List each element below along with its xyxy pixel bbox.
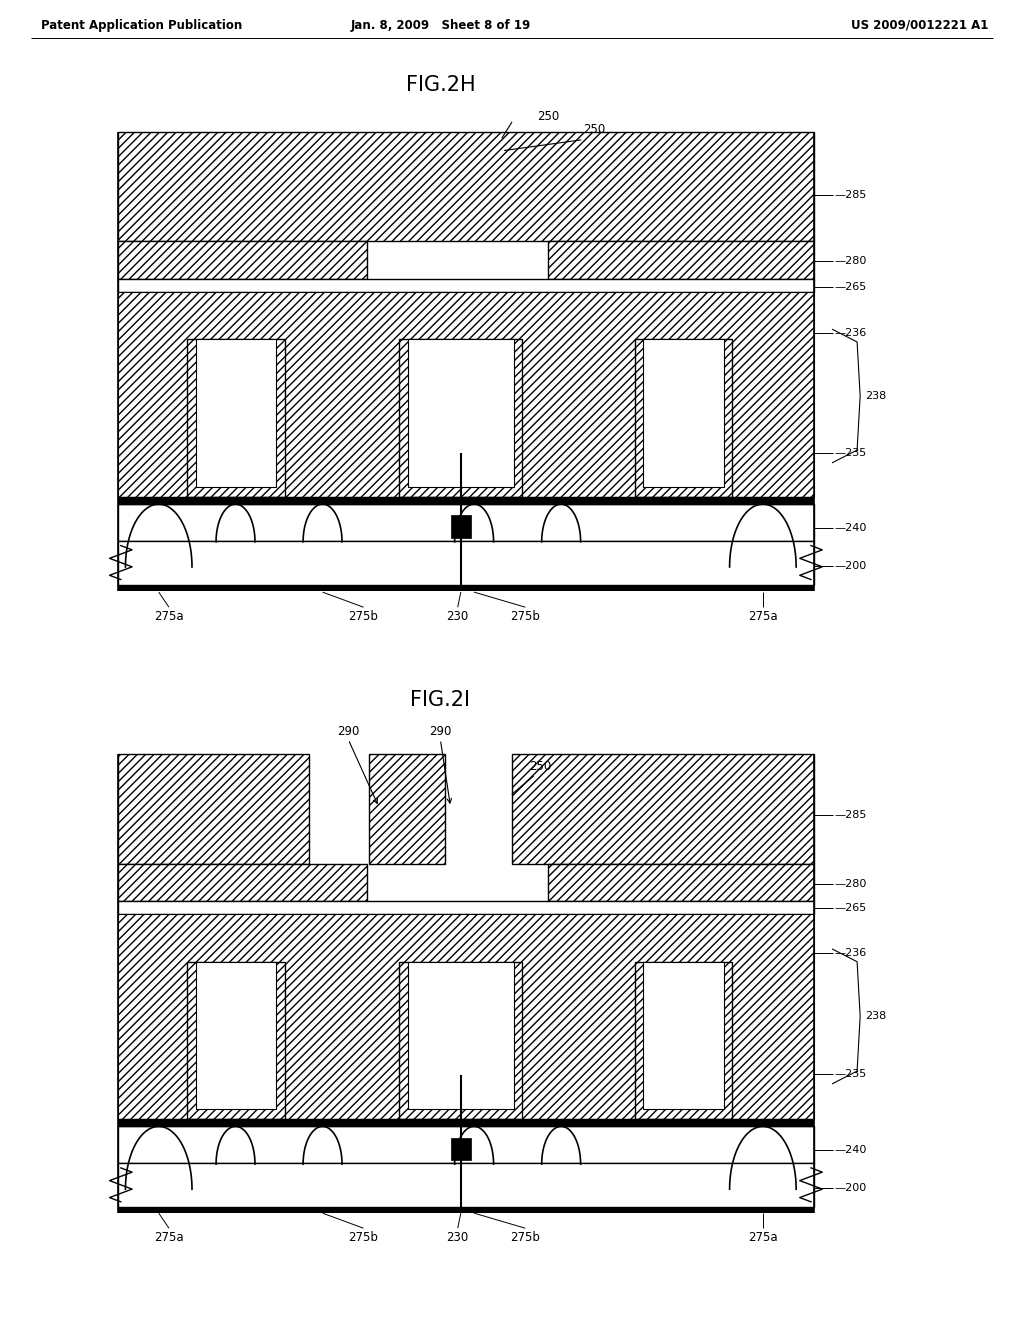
Bar — [118, 541, 814, 585]
Text: 275a: 275a — [749, 1230, 777, 1243]
Text: Patent Application Publication: Patent Application Publication — [41, 18, 243, 32]
Bar — [118, 504, 814, 541]
Bar — [118, 1163, 814, 1206]
Text: FIG.2I: FIG.2I — [411, 690, 470, 710]
Bar — [643, 339, 724, 487]
Text: —235: —235 — [835, 447, 866, 458]
Bar — [118, 496, 814, 504]
Bar — [118, 913, 814, 1119]
Text: —240: —240 — [835, 1146, 867, 1155]
Bar — [187, 339, 285, 496]
Text: 275a: 275a — [155, 1230, 183, 1243]
Bar — [548, 863, 814, 902]
Bar — [118, 902, 814, 913]
Bar — [408, 339, 514, 487]
Bar — [451, 1138, 471, 1160]
Bar — [196, 339, 276, 487]
Text: 275b: 275b — [510, 1230, 541, 1243]
Text: —240: —240 — [835, 523, 867, 533]
Text: 238: 238 — [865, 1011, 887, 1022]
Text: 250: 250 — [583, 123, 605, 136]
Text: 238: 238 — [865, 391, 887, 401]
Bar — [118, 279, 814, 292]
Bar — [399, 339, 522, 496]
Text: —200: —200 — [835, 561, 866, 570]
Text: —280: —280 — [835, 879, 867, 888]
Text: 275b: 275b — [510, 610, 541, 623]
Bar — [118, 292, 814, 496]
Text: US 2009/0012221 A1: US 2009/0012221 A1 — [851, 18, 988, 32]
Text: —236: —236 — [835, 329, 866, 338]
Bar — [196, 962, 276, 1109]
Bar — [635, 339, 732, 496]
Bar — [512, 754, 814, 863]
Bar — [399, 962, 522, 1119]
Text: —265: —265 — [835, 281, 866, 292]
Bar — [118, 132, 814, 242]
Text: 250: 250 — [537, 111, 559, 123]
Bar — [118, 863, 367, 902]
Bar — [643, 962, 724, 1109]
Text: 290: 290 — [429, 725, 452, 738]
Text: —285: —285 — [835, 809, 867, 820]
Text: 275b: 275b — [348, 1230, 379, 1243]
Text: —265: —265 — [835, 903, 866, 912]
Text: 275a: 275a — [155, 610, 183, 623]
Bar — [369, 754, 445, 863]
Bar — [187, 962, 285, 1119]
Text: —280: —280 — [835, 256, 867, 267]
Text: 290: 290 — [337, 725, 359, 738]
Text: Jan. 8, 2009   Sheet 8 of 19: Jan. 8, 2009 Sheet 8 of 19 — [350, 18, 530, 32]
Text: 275b: 275b — [348, 610, 379, 623]
Text: —285: —285 — [835, 190, 867, 199]
Text: —200: —200 — [835, 1183, 866, 1193]
Bar — [635, 962, 732, 1119]
Bar — [118, 242, 367, 279]
Bar — [118, 1119, 814, 1126]
Text: 230: 230 — [446, 1230, 469, 1243]
Bar — [118, 1206, 814, 1213]
Bar — [408, 962, 514, 1109]
Bar — [118, 585, 814, 591]
Text: 230: 230 — [446, 610, 469, 623]
Text: 250: 250 — [529, 760, 552, 774]
Text: 275a: 275a — [749, 610, 777, 623]
Bar — [118, 754, 309, 863]
Bar — [118, 1126, 814, 1163]
Bar — [451, 515, 471, 539]
Bar — [548, 242, 814, 279]
Text: —235: —235 — [835, 1069, 866, 1078]
Text: FIG.2H: FIG.2H — [406, 75, 475, 95]
Text: —236: —236 — [835, 948, 866, 958]
